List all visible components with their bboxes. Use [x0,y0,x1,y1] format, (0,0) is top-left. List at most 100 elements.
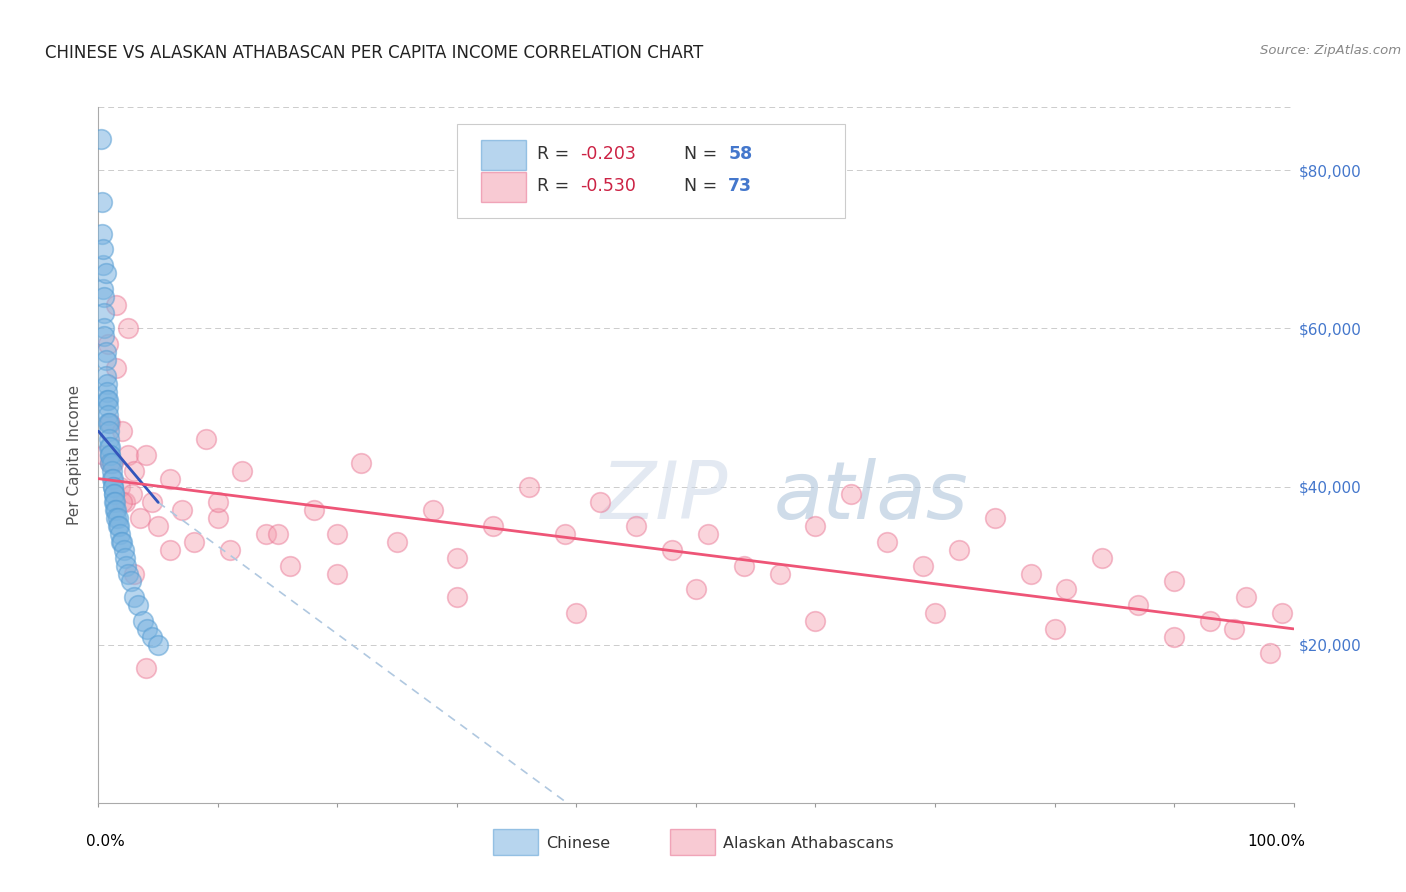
Point [93,305,115,319]
Point [267,527,290,541]
Text: N =: N = [685,178,723,195]
Point [98,456,122,470]
Point [97,401,120,415]
Point [183,534,205,549]
Point [278,558,301,573]
Point [98,417,121,431]
Point [911,558,934,573]
Point [661,542,683,557]
Point [93,290,115,304]
Point [350,456,373,470]
Point [114,495,136,509]
Point [104,503,127,517]
Point [103,487,125,501]
Point [131,614,153,628]
Point [1056,582,1078,597]
Point [98,440,121,454]
Point [1271,606,1294,620]
Text: Source: ZipAtlas.com: Source: ZipAtlas.com [1260,45,1402,57]
Point [768,566,790,581]
Point [124,566,146,581]
Point [97,337,120,351]
Point [97,417,120,431]
Y-axis label: Per Capita Income: Per Capita Income [67,384,83,525]
Point [148,519,170,533]
Point [117,448,139,462]
Point [105,503,128,517]
Point [697,527,720,541]
Text: atlas: atlas [773,458,969,536]
Point [93,329,115,343]
Text: -0.203: -0.203 [581,145,636,163]
Point [1163,630,1185,644]
Point [107,511,129,525]
Point [94,353,117,368]
Point [804,614,827,628]
FancyBboxPatch shape [457,124,845,219]
Point [96,392,118,407]
Point [1199,614,1222,628]
Point [114,550,136,565]
Point [1258,646,1281,660]
Text: 73: 73 [728,178,752,195]
Point [120,574,142,589]
Point [91,227,114,241]
Text: R =: R = [537,178,575,195]
Bar [669,829,716,855]
Point [110,534,132,549]
Point [554,527,576,541]
Bar [494,829,538,855]
Point [101,456,124,470]
Point [254,527,277,541]
Point [112,542,135,557]
Text: 100.0%: 100.0% [1247,834,1306,849]
Point [103,487,125,501]
Point [111,495,134,509]
Point [124,591,146,605]
Point [127,598,149,612]
Point [111,534,134,549]
Point [97,392,120,407]
Point [91,282,114,296]
Point [100,464,122,478]
Point [111,424,134,438]
Point [207,495,229,509]
Point [948,542,970,557]
Point [98,440,122,454]
Point [984,511,1007,525]
Point [94,368,117,383]
Point [148,638,170,652]
Point [446,591,468,605]
Point [98,424,121,438]
Point [1091,550,1114,565]
Text: 0.0%: 0.0% [87,834,125,849]
Point [98,432,121,446]
Point [733,558,755,573]
Point [108,479,131,493]
Text: Alaskan Athabascans: Alaskan Athabascans [724,836,894,851]
Point [105,298,128,312]
Point [124,464,146,478]
Point [101,479,124,493]
Point [1223,622,1246,636]
Point [136,622,159,636]
Point [91,243,114,257]
Point [93,448,115,462]
Point [231,464,253,478]
Point [121,487,143,501]
Point [172,503,194,517]
Point [565,606,588,620]
Point [129,511,152,525]
Point [98,417,122,431]
Point [1128,598,1150,612]
Point [446,550,468,565]
Point [1163,574,1185,589]
Text: Chinese: Chinese [547,836,610,851]
Text: 58: 58 [728,145,752,163]
Text: N =: N = [685,145,723,163]
Text: R =: R = [537,145,575,163]
Point [685,582,707,597]
Point [117,566,139,581]
Text: -0.530: -0.530 [581,178,636,195]
Point [103,495,125,509]
